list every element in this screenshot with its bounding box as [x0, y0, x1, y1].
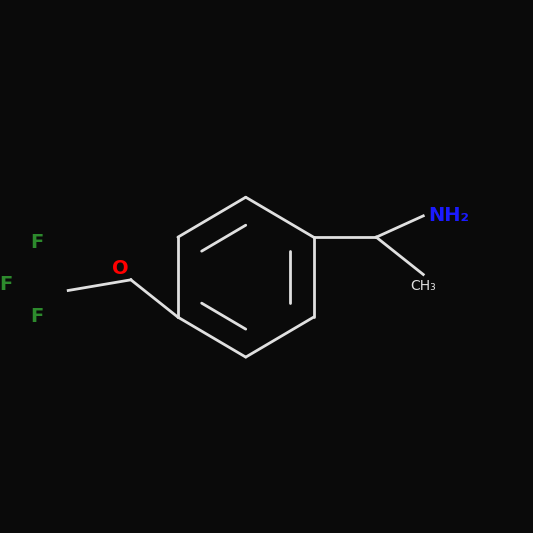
- Text: CH₃: CH₃: [410, 279, 436, 294]
- Text: F: F: [30, 308, 44, 327]
- Text: F: F: [30, 233, 44, 252]
- Text: F: F: [0, 276, 12, 295]
- Text: NH₂: NH₂: [429, 206, 470, 225]
- Text: O: O: [112, 260, 129, 279]
